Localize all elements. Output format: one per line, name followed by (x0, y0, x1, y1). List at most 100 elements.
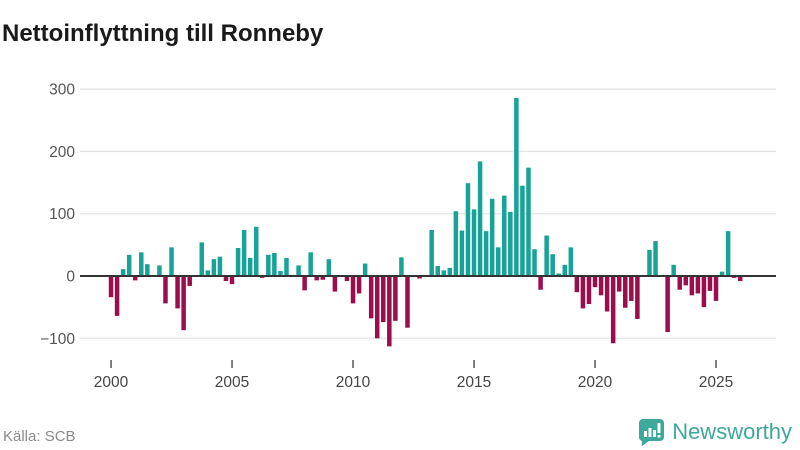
bar (362, 263, 368, 276)
y-axis-tick-label: 200 (49, 144, 75, 161)
bar (223, 276, 229, 281)
bar (508, 211, 513, 276)
x-axis-tick-label: 2025 (699, 374, 733, 391)
bar (465, 183, 471, 276)
bar (132, 276, 138, 281)
bar (350, 276, 356, 304)
bar (326, 259, 332, 276)
bar (211, 259, 217, 276)
bar (205, 270, 211, 276)
bar (580, 276, 586, 309)
bar (592, 276, 598, 288)
x-axis-tick-label: 2010 (336, 374, 371, 391)
bar (217, 256, 223, 276)
y-axis-tick-label: 0 (66, 269, 75, 286)
bar (653, 241, 658, 276)
bar (665, 276, 670, 333)
bar (562, 264, 568, 276)
bar (169, 247, 174, 276)
bar (187, 276, 192, 286)
bar (114, 276, 120, 316)
bar (253, 226, 259, 276)
bar (635, 276, 640, 319)
bar (598, 276, 604, 296)
bar (459, 230, 465, 276)
bar (126, 254, 132, 276)
bar (229, 276, 235, 285)
bar (471, 209, 477, 276)
bar (713, 276, 719, 301)
bar-chart-canvas: −100 0 100 200 300 2000 2005 2010 2015 2020 2025 (40, 82, 776, 391)
x-axis-tick-label: 2020 (578, 374, 613, 391)
bar (701, 276, 707, 308)
x-axis-tick-label: 2005 (215, 374, 249, 391)
bar (441, 270, 447, 276)
bar (671, 264, 676, 276)
bar (332, 276, 338, 292)
bar (374, 276, 380, 339)
bar (483, 231, 489, 276)
bar (175, 276, 180, 309)
bar (514, 97, 519, 276)
bar (272, 252, 277, 276)
bar (526, 167, 531, 276)
bar (387, 276, 392, 347)
bar (544, 235, 549, 276)
bar (586, 276, 592, 305)
bar (145, 264, 150, 276)
bar (435, 266, 440, 276)
bar (108, 276, 114, 298)
bar (235, 247, 241, 276)
bar (199, 242, 205, 276)
bar (550, 254, 555, 276)
bar (447, 267, 453, 276)
newsworthy-icon (639, 419, 665, 446)
bar (302, 276, 307, 291)
newsworthy-logo[interactable]: Newsworthy (638, 418, 792, 446)
bar (381, 276, 386, 323)
bar (356, 276, 362, 294)
bar (296, 265, 301, 276)
bar (695, 276, 701, 294)
bar (320, 276, 326, 280)
bar (241, 229, 247, 276)
y-axis-tick-label: 100 (49, 206, 75, 223)
y-axis-tick-label: −100 (40, 331, 75, 348)
bar (689, 276, 695, 296)
bar (677, 276, 682, 290)
bar (737, 276, 743, 281)
x-axis-tick-label: 2015 (457, 374, 491, 391)
bar (725, 231, 731, 276)
bar (344, 276, 350, 281)
bar (532, 249, 537, 276)
bar (520, 185, 525, 276)
bar (417, 276, 422, 279)
bar-chart: −100 0 100 200 300 2000 2005 2010 2015 2020 2025 (0, 60, 800, 410)
bar (163, 276, 168, 304)
bar (314, 276, 319, 281)
bar (157, 265, 162, 276)
bar (278, 271, 283, 276)
page-title: Nettoinflyttning till Ronneby (2, 20, 324, 48)
bar (623, 276, 628, 308)
bar (139, 252, 144, 276)
bar (719, 271, 725, 276)
bar (453, 211, 459, 276)
bar (495, 247, 501, 276)
bar (120, 269, 126, 276)
bar (181, 276, 186, 331)
bar (610, 276, 616, 344)
bar (429, 229, 434, 276)
bar (683, 276, 689, 286)
bar (574, 276, 580, 293)
bar (616, 276, 622, 292)
bar (647, 249, 652, 276)
bar (489, 198, 495, 276)
bar (266, 254, 271, 276)
bar (308, 252, 313, 276)
bar (368, 276, 374, 319)
bar (284, 257, 289, 276)
y-axis-tick-label: 300 (49, 82, 75, 99)
bar (604, 276, 610, 312)
x-axis-tick-label: 2000 (94, 374, 129, 391)
